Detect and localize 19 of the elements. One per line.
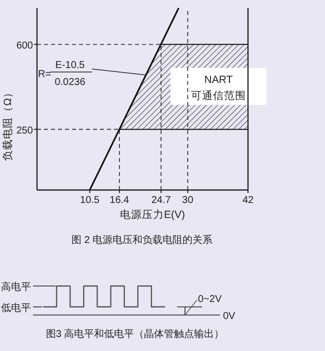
y-tick-label: 600 — [16, 40, 34, 52]
band-label: NART可通信范围 — [190, 74, 246, 102]
annotation: R= — [38, 69, 52, 80]
text: 低电平 — [1, 302, 31, 314]
x-tick-label: 16.4 — [110, 195, 130, 206]
x-tick-label: 24.7 — [151, 195, 172, 206]
text: 0V — [223, 311, 236, 322]
text: 图 2 电源电压和负载电阻的关系 — [71, 234, 213, 246]
text: 图3 高电平和低电平（晶体管触点输出） — [46, 328, 224, 340]
x-tick-label: 42 — [242, 195, 254, 206]
x-tick-label: 30 — [182, 195, 194, 206]
x-axis-title: 电源压力E(V) — [120, 208, 185, 221]
annotation: E-10.5 — [55, 60, 86, 71]
text: 高电平 — [1, 281, 31, 293]
text: 0~2V — [198, 294, 222, 305]
y-axis-title: 负载电阻（Ω） — [1, 87, 14, 161]
x-tick-label: 10.5 — [80, 195, 100, 206]
y-tick-label: 250 — [16, 125, 34, 136]
annotation: 0.0236 — [54, 77, 86, 88]
